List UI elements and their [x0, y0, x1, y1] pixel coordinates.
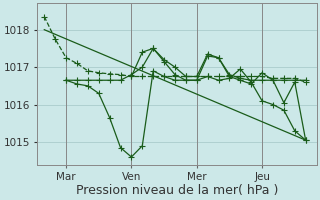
X-axis label: Pression niveau de la mer( hPa ): Pression niveau de la mer( hPa ): [76, 184, 278, 197]
